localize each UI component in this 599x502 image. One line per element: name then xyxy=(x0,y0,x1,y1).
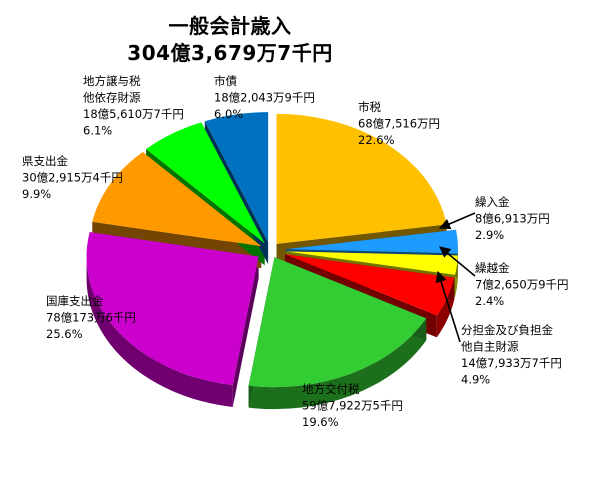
slice-label-amount: 8億6,913万円 xyxy=(475,212,550,226)
slice-label-name: 繰入金 xyxy=(475,195,510,209)
slice-label-name: 他依存財源 xyxy=(83,91,141,105)
slice-label-name: 国庫支出金 xyxy=(46,294,104,308)
slice-label-percent: 2.9% xyxy=(475,228,504,242)
slice-label-percent: 9.9% xyxy=(22,187,51,201)
slice-label-percent: 6.1% xyxy=(83,124,112,138)
slice-label-amount: 18億5,610万7千円 xyxy=(83,107,184,121)
pie-slice-side xyxy=(86,256,233,407)
slice-label-name: 他自主財源 xyxy=(461,340,519,354)
slice-label-amount: 78億173万6千円 xyxy=(46,311,136,325)
pie-slice xyxy=(204,112,269,243)
slice-label-name: 市債 xyxy=(214,74,237,88)
leader-arrow xyxy=(435,270,461,343)
slice-label-amount: 30億2,915万4千円 xyxy=(22,171,123,185)
pie-slice xyxy=(92,151,262,247)
pie-slice-side xyxy=(248,318,427,410)
pie-slice xyxy=(285,254,455,316)
pie-slice xyxy=(146,122,265,244)
slice-label-amount: 59億7,922万5千円 xyxy=(302,399,403,413)
chart-subtitle: 304億3,679万7千円 xyxy=(127,41,333,65)
pie-slice xyxy=(285,229,458,254)
pie-slice xyxy=(248,257,427,388)
slice-label-name: 分担金及び負担金 xyxy=(461,323,553,337)
chart-title: 一般会計歳入 xyxy=(168,14,292,38)
leader-arrow xyxy=(438,212,476,230)
leader-arrow xyxy=(439,246,476,277)
slice-label-percent: 4.9% xyxy=(461,373,490,387)
slice-label-name: 地方譲与税 xyxy=(83,74,141,88)
slice-label-name: 繰越金 xyxy=(475,261,510,275)
slice-label-amount: 7億2,650万9千円 xyxy=(475,278,569,292)
slice-label-percent: 2.4% xyxy=(475,294,504,308)
pie-slice xyxy=(276,113,447,244)
slice-label-percent: 6.0% xyxy=(214,107,243,121)
pie-slice-edge xyxy=(232,256,259,407)
slice-label-percent: 25.6% xyxy=(46,327,83,341)
pie-slice xyxy=(285,251,458,275)
slice-label-name: 県支出金 xyxy=(22,154,68,168)
slice-label-amount: 18億2,043万9千円 xyxy=(214,91,315,105)
slice-label-amount: 14億7,933万7千円 xyxy=(461,356,562,370)
slice-label-name: 市税 xyxy=(358,100,381,114)
slice-label-name: 地方交付税 xyxy=(302,382,360,396)
slice-label-percent: 22.6% xyxy=(358,133,395,147)
slice-label-amount: 68億7,516万円 xyxy=(358,117,440,131)
slice-label-percent: 19.6% xyxy=(302,415,339,429)
pie-slice xyxy=(86,232,259,385)
